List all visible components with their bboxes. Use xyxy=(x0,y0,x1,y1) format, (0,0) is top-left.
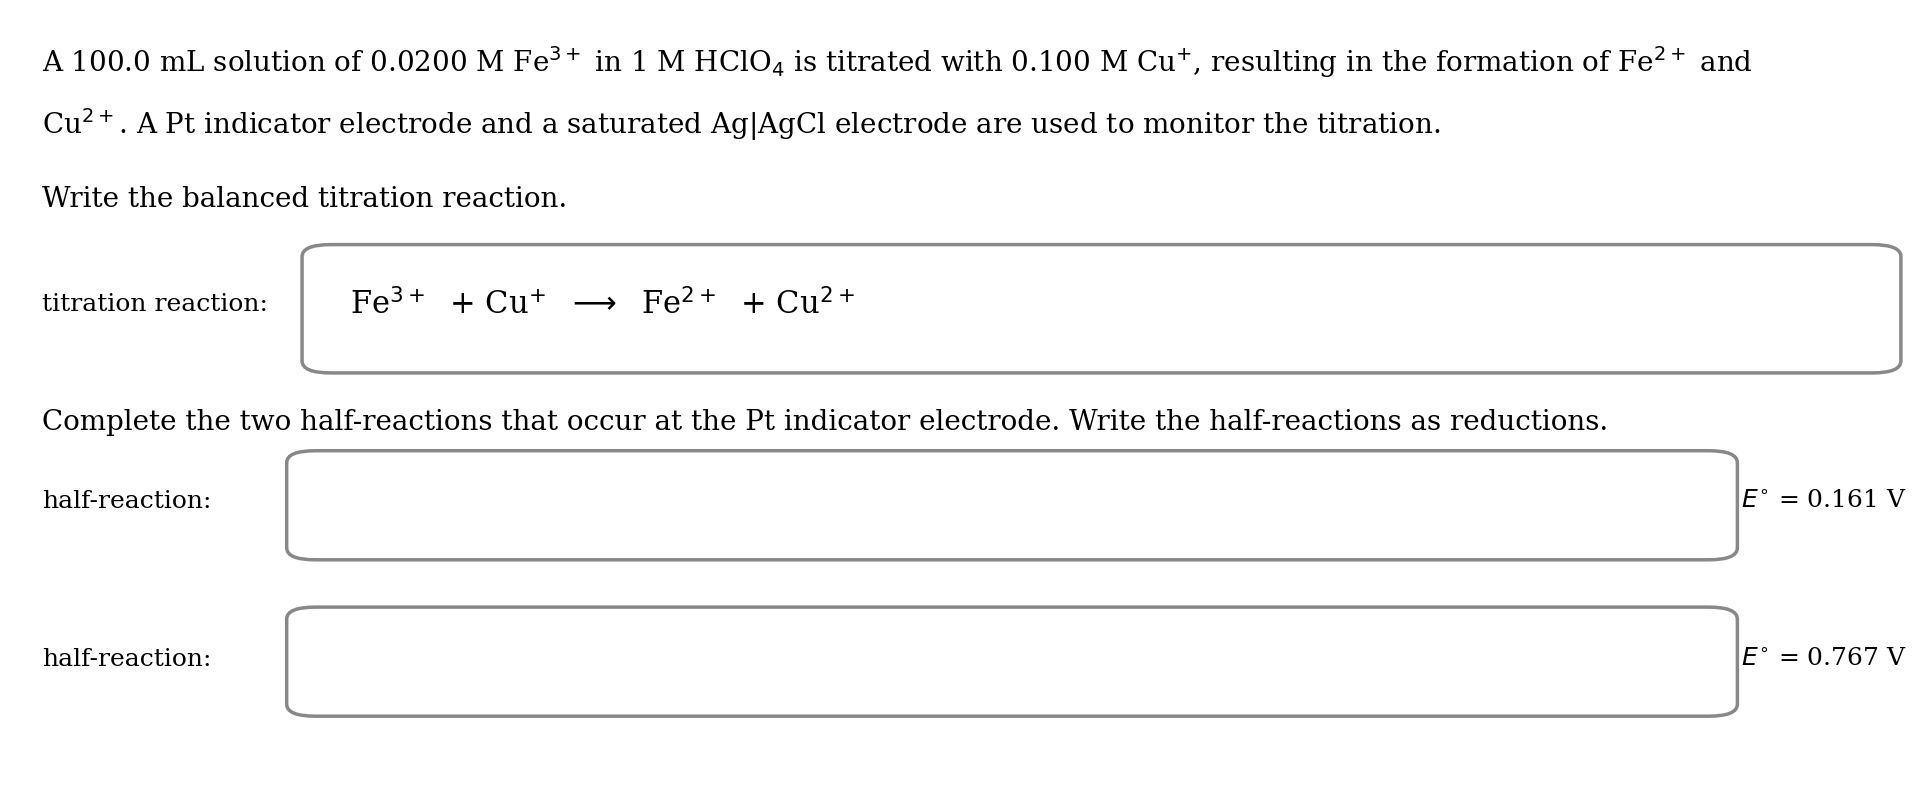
FancyBboxPatch shape xyxy=(302,245,1900,373)
Text: A 100.0 mL solution of 0.0200 M Fe$^{3+}$ in 1 M HClO$_{4}$ is titrated with 0.1: A 100.0 mL solution of 0.0200 M Fe$^{3+}… xyxy=(42,44,1752,80)
FancyBboxPatch shape xyxy=(287,451,1736,560)
Text: titration reaction:: titration reaction: xyxy=(42,294,267,316)
Text: Write the balanced titration reaction.: Write the balanced titration reaction. xyxy=(42,186,567,213)
Text: $E^{\circ}$ = 0.767 V: $E^{\circ}$ = 0.767 V xyxy=(1740,648,1906,670)
Text: Cu$^{2+}$. A Pt indicator electrode and a saturated Ag|AgCl electrode are used t: Cu$^{2+}$. A Pt indicator electrode and … xyxy=(42,106,1440,143)
Text: Fe$^{3+}$  + Cu$^{+}$  $\longrightarrow$  Fe$^{2+}$  + Cu$^{2+}$: Fe$^{3+}$ + Cu$^{+}$ $\longrightarrow$ F… xyxy=(350,289,854,321)
FancyBboxPatch shape xyxy=(287,607,1736,716)
Text: half-reaction:: half-reaction: xyxy=(42,490,212,512)
Text: Complete the two half-reactions that occur at the Pt indicator electrode. Write : Complete the two half-reactions that occ… xyxy=(42,409,1608,436)
Text: $E^{\circ}$ = 0.161 V: $E^{\circ}$ = 0.161 V xyxy=(1740,490,1906,512)
Text: half-reaction:: half-reaction: xyxy=(42,648,212,670)
